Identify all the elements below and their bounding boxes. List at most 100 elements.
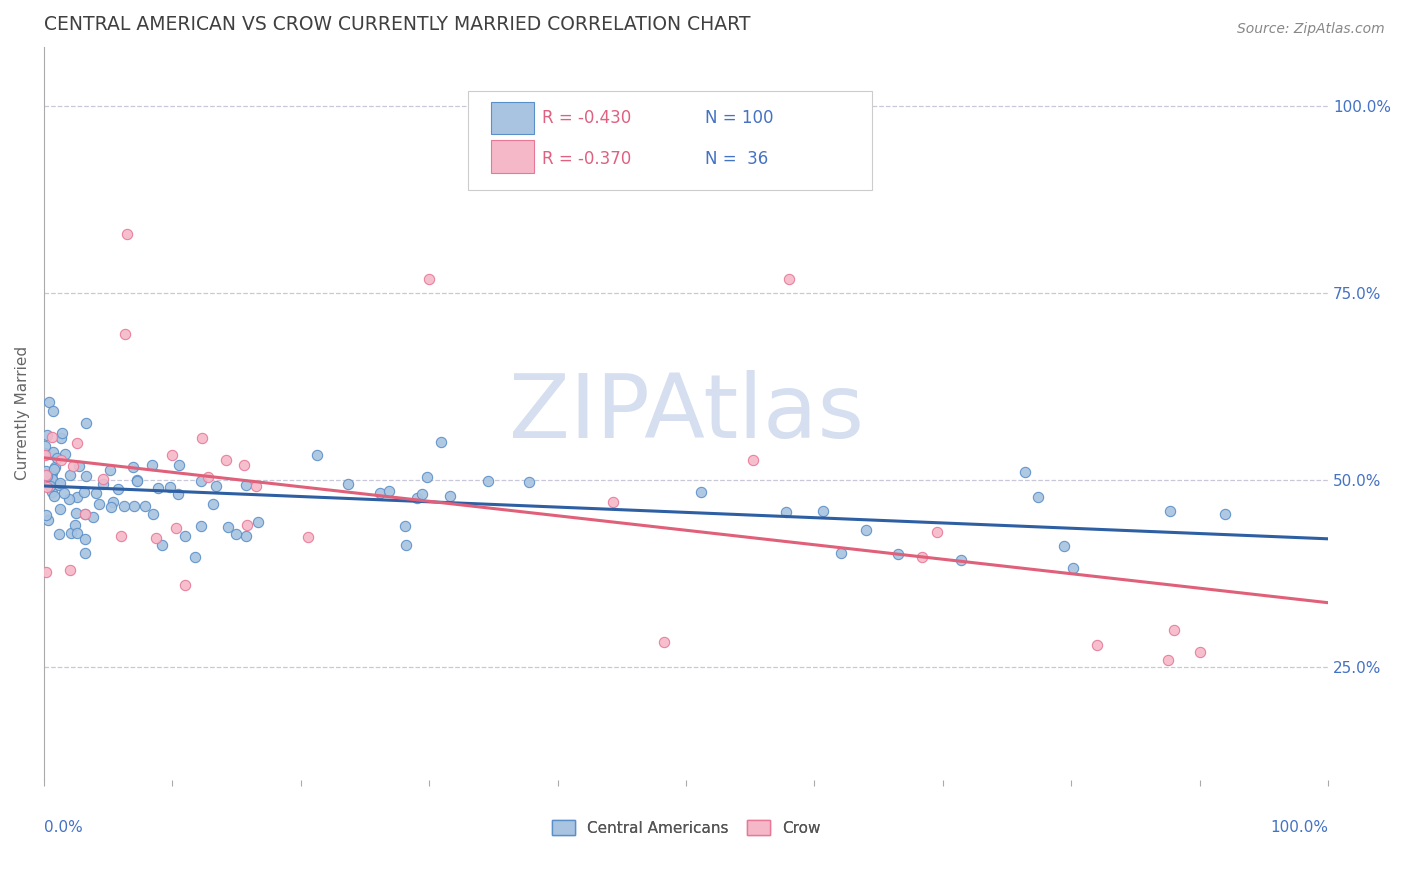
Point bbox=[152, 537, 174, 551]
Point bbox=[307, 448, 329, 462]
Point bbox=[429, 435, 451, 450]
Point bbox=[1156, 653, 1178, 667]
Point bbox=[1188, 645, 1211, 659]
Point bbox=[160, 448, 183, 462]
Point bbox=[35, 480, 58, 494]
Point bbox=[217, 519, 239, 533]
Point bbox=[337, 477, 360, 491]
Point bbox=[37, 513, 59, 527]
Point bbox=[125, 473, 148, 487]
Point bbox=[159, 480, 181, 494]
Point bbox=[73, 507, 96, 521]
Point bbox=[112, 500, 135, 514]
Point bbox=[910, 549, 932, 564]
Point bbox=[235, 518, 257, 533]
Point bbox=[190, 475, 212, 489]
Point bbox=[167, 458, 190, 473]
Point bbox=[855, 523, 877, 537]
Point bbox=[190, 518, 212, 533]
Point bbox=[35, 427, 58, 442]
Point bbox=[235, 529, 257, 543]
Point bbox=[233, 458, 256, 472]
Point bbox=[42, 489, 65, 503]
Point bbox=[411, 487, 433, 501]
Point bbox=[197, 470, 219, 484]
Point bbox=[246, 515, 269, 529]
Point bbox=[439, 489, 461, 503]
Point bbox=[830, 546, 852, 560]
Point bbox=[406, 491, 429, 505]
Point bbox=[1026, 491, 1049, 505]
Point bbox=[950, 553, 973, 567]
Text: CENTRAL AMERICAN VS CROW CURRENTLY MARRIED CORRELATION CHART: CENTRAL AMERICAN VS CROW CURRENTLY MARRI… bbox=[44, 15, 751, 34]
Point bbox=[416, 470, 439, 484]
Point bbox=[141, 458, 163, 472]
Point bbox=[225, 527, 247, 541]
FancyBboxPatch shape bbox=[468, 91, 872, 190]
Point bbox=[41, 430, 63, 444]
Point bbox=[174, 578, 197, 592]
Point bbox=[1085, 638, 1108, 652]
Point bbox=[378, 483, 401, 498]
Point bbox=[98, 463, 121, 477]
Point bbox=[124, 500, 146, 514]
Point bbox=[93, 472, 115, 486]
Point bbox=[418, 271, 440, 285]
Point bbox=[58, 491, 80, 506]
Point bbox=[1014, 465, 1036, 479]
Point bbox=[44, 460, 66, 475]
Point bbox=[107, 482, 129, 496]
Text: ZIPAtlas: ZIPAtlas bbox=[509, 369, 863, 457]
Point bbox=[741, 453, 763, 467]
Point bbox=[66, 436, 89, 450]
Point bbox=[38, 394, 60, 409]
Point bbox=[49, 453, 72, 467]
Point bbox=[65, 506, 87, 520]
Point bbox=[39, 468, 62, 483]
Point bbox=[148, 481, 170, 495]
Point bbox=[121, 459, 143, 474]
Point bbox=[35, 468, 58, 483]
Text: R = -0.370: R = -0.370 bbox=[543, 150, 631, 168]
Point bbox=[35, 464, 58, 478]
Point bbox=[201, 497, 224, 511]
Point bbox=[66, 526, 89, 541]
Point bbox=[1163, 623, 1185, 637]
Point bbox=[84, 486, 107, 500]
Point bbox=[41, 485, 63, 500]
Point bbox=[73, 484, 96, 499]
Point bbox=[166, 486, 188, 500]
Point bbox=[42, 445, 65, 459]
Point bbox=[517, 475, 540, 489]
Point bbox=[91, 477, 114, 491]
Point bbox=[34, 448, 56, 462]
Point bbox=[75, 469, 97, 483]
Point bbox=[394, 538, 416, 552]
Point bbox=[51, 425, 73, 440]
Point bbox=[117, 227, 139, 241]
Point bbox=[778, 271, 800, 285]
Point bbox=[1215, 507, 1237, 521]
Point bbox=[75, 507, 97, 521]
Point bbox=[652, 635, 675, 649]
Text: N =  36: N = 36 bbox=[706, 150, 769, 168]
Point bbox=[41, 466, 63, 480]
Point bbox=[53, 447, 76, 461]
Point bbox=[35, 467, 58, 482]
Point bbox=[602, 494, 624, 508]
Point bbox=[142, 507, 165, 521]
Point bbox=[75, 416, 97, 430]
Point bbox=[245, 479, 267, 493]
Point bbox=[173, 529, 195, 543]
Text: 0.0%: 0.0% bbox=[44, 820, 83, 835]
Point bbox=[49, 501, 72, 516]
Point bbox=[205, 478, 228, 492]
Point bbox=[69, 459, 91, 474]
Point bbox=[34, 439, 56, 453]
Point bbox=[49, 476, 72, 491]
Text: R = -0.430: R = -0.430 bbox=[543, 109, 631, 127]
Point bbox=[42, 475, 65, 489]
Text: N = 100: N = 100 bbox=[706, 109, 773, 127]
Point bbox=[49, 431, 72, 445]
Point bbox=[63, 518, 86, 533]
